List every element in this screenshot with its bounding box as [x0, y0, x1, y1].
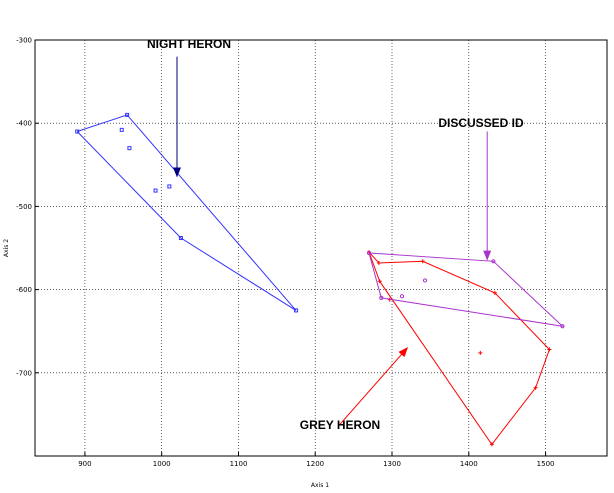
data-point: [294, 308, 299, 313]
y-tick-label: -400: [16, 120, 32, 128]
data-point: [399, 294, 405, 299]
axis-ticks: 900 1000 1100 1200 1300 1400 1500 -300 -400 -500 -…: [16, 37, 554, 469]
data-point: [478, 350, 483, 355]
x-tick-label: 1000: [153, 460, 171, 468]
x-axis-label: Axis 1: [311, 482, 329, 489]
data-point: [127, 146, 132, 151]
data-point: [379, 295, 384, 301]
data-point: [533, 385, 538, 390]
hull-outline: [368, 252, 565, 327]
data-point: [75, 129, 80, 134]
y-tick-label: -600: [16, 286, 32, 294]
y-tick-label: -700: [16, 369, 32, 377]
y-axis-label: Axis 2: [3, 239, 10, 257]
data-point: [492, 290, 497, 295]
series-2: [366, 250, 565, 329]
data-point: [560, 324, 565, 329]
data-point: [178, 236, 183, 241]
annotation-night-heron: NIGHT HERON: [147, 37, 231, 51]
x-tick-label: 1200: [306, 460, 324, 468]
x-tick-label: 900: [78, 460, 91, 468]
annotation-grey-heron: GREY HERON: [300, 418, 380, 432]
x-tick-label: 1400: [460, 460, 478, 468]
series-1: [366, 250, 552, 447]
data-point: [366, 250, 372, 256]
series-layer: [75, 112, 565, 447]
plot-frame: [34, 39, 608, 457]
y-tick-label: -500: [16, 203, 32, 211]
grid: [35, 39, 607, 456]
data-point: [420, 259, 425, 264]
hull-outline: [368, 251, 550, 446]
data-point: [377, 279, 382, 284]
annotation-layer: NIGHT HERON DISCUSSED ID GREY HERON: [147, 37, 524, 432]
annotation-discussed-id: DISCUSSED ID: [438, 116, 524, 130]
data-point: [167, 184, 172, 189]
data-point: [125, 112, 130, 117]
data-point: [422, 278, 428, 283]
x-tick-label: 1300: [383, 460, 401, 468]
x-tick-label: 1500: [537, 460, 555, 468]
data-point: [376, 260, 381, 265]
y-tick-label: -300: [16, 37, 32, 45]
data-point: [547, 347, 552, 352]
x-tick-label: 1100: [230, 460, 248, 468]
series-0: [75, 112, 299, 313]
data-point: [119, 127, 124, 132]
hull-outline: [76, 114, 297, 311]
data-point: [491, 259, 496, 264]
annotation-arrow: [339, 347, 409, 425]
data-point: [489, 442, 494, 447]
data-point: [153, 188, 158, 193]
